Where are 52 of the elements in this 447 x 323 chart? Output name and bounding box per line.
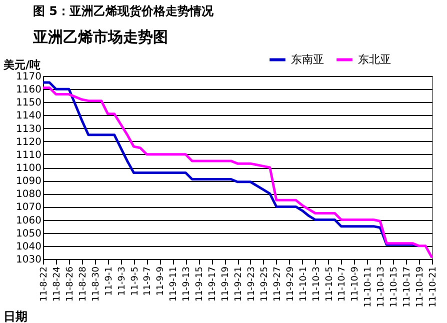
x-tick-label: 11-8-30 xyxy=(91,266,102,302)
y-tick-label: 1160 xyxy=(16,84,42,96)
x-tick-label: 11-9-27 xyxy=(272,266,283,302)
x-tick-label: 11-9-29 xyxy=(286,266,296,302)
x-tick-label: 11-9-7 xyxy=(143,266,154,296)
x-tick-label: 11-10-9 xyxy=(350,266,361,302)
x-tick-label: 11-8-28 xyxy=(78,266,88,302)
x-tick-label: 11-8-24 xyxy=(52,266,62,302)
y-tick-label: 1170 xyxy=(16,72,42,82)
x-tick-label: 11-9-25 xyxy=(260,266,270,302)
y-axis-title: 美元/吨 xyxy=(2,58,41,72)
x-axis-title: 日期 xyxy=(4,310,28,323)
legend-label: 东南亚 xyxy=(291,52,324,66)
legend-label: 东北亚 xyxy=(358,52,391,66)
y-tick-label: 1050 xyxy=(16,228,42,240)
x-tick-label: 11-9-1 xyxy=(104,266,114,296)
x-tick-label: 11-10-11 xyxy=(364,266,374,308)
x-tick-label: 11-10-13 xyxy=(376,266,387,308)
x-tick-label: 11-9-17 xyxy=(208,266,218,302)
x-tick-label: 11-10-3 xyxy=(312,266,322,302)
y-tick-label: 1030 xyxy=(16,254,42,266)
y-tick-label: 1100 xyxy=(16,163,42,174)
x-tick-label: 11-9-21 xyxy=(234,266,244,302)
x-tick-label: 11-8-26 xyxy=(65,266,76,302)
x-tick-label: 11-9-5 xyxy=(130,266,140,296)
y-tick-label: 1120 xyxy=(16,136,42,148)
x-tick-label: 11-9-15 xyxy=(195,266,206,302)
y-tick-label: 1130 xyxy=(16,124,42,135)
chart-title: 图 5：亚洲乙烯现货价格走势情况 xyxy=(33,4,215,18)
y-tick-label: 1140 xyxy=(16,110,42,122)
x-tick-label: 11-10-17 xyxy=(402,266,413,308)
x-tick-label: 11-10-21 xyxy=(428,266,438,308)
y-tick-label: 1090 xyxy=(16,176,42,188)
x-tick-label: 11-10-5 xyxy=(324,266,335,302)
y-tick-label: 1110 xyxy=(16,150,42,161)
x-tick-label: 11-9-19 xyxy=(221,266,232,302)
y-tick-label: 1040 xyxy=(16,241,42,252)
x-tick-label: 11-9-3 xyxy=(117,266,128,296)
chart-subtitle: 亚洲乙烯市场走势图 xyxy=(32,28,168,46)
x-tick-label: 11-8-22 xyxy=(40,266,50,302)
x-tick-label: 11-10-15 xyxy=(390,266,400,308)
y-tick-label: 1070 xyxy=(16,202,42,214)
x-tick-label: 11-10-1 xyxy=(298,266,309,302)
y-tick-label: 1150 xyxy=(16,98,42,109)
x-tick-label: 11-9-23 xyxy=(246,266,257,302)
x-tick-label: 11-9-11 xyxy=(169,266,180,302)
x-tick-label: 11-10-19 xyxy=(416,266,426,308)
x-tick-label: 11-9-13 xyxy=(182,266,192,302)
x-tick-label: 11-10-7 xyxy=(338,266,348,302)
y-tick-label: 1080 xyxy=(16,189,42,200)
y-tick-label: 1060 xyxy=(16,215,42,226)
x-tick-label: 11-9-9 xyxy=(156,266,166,296)
